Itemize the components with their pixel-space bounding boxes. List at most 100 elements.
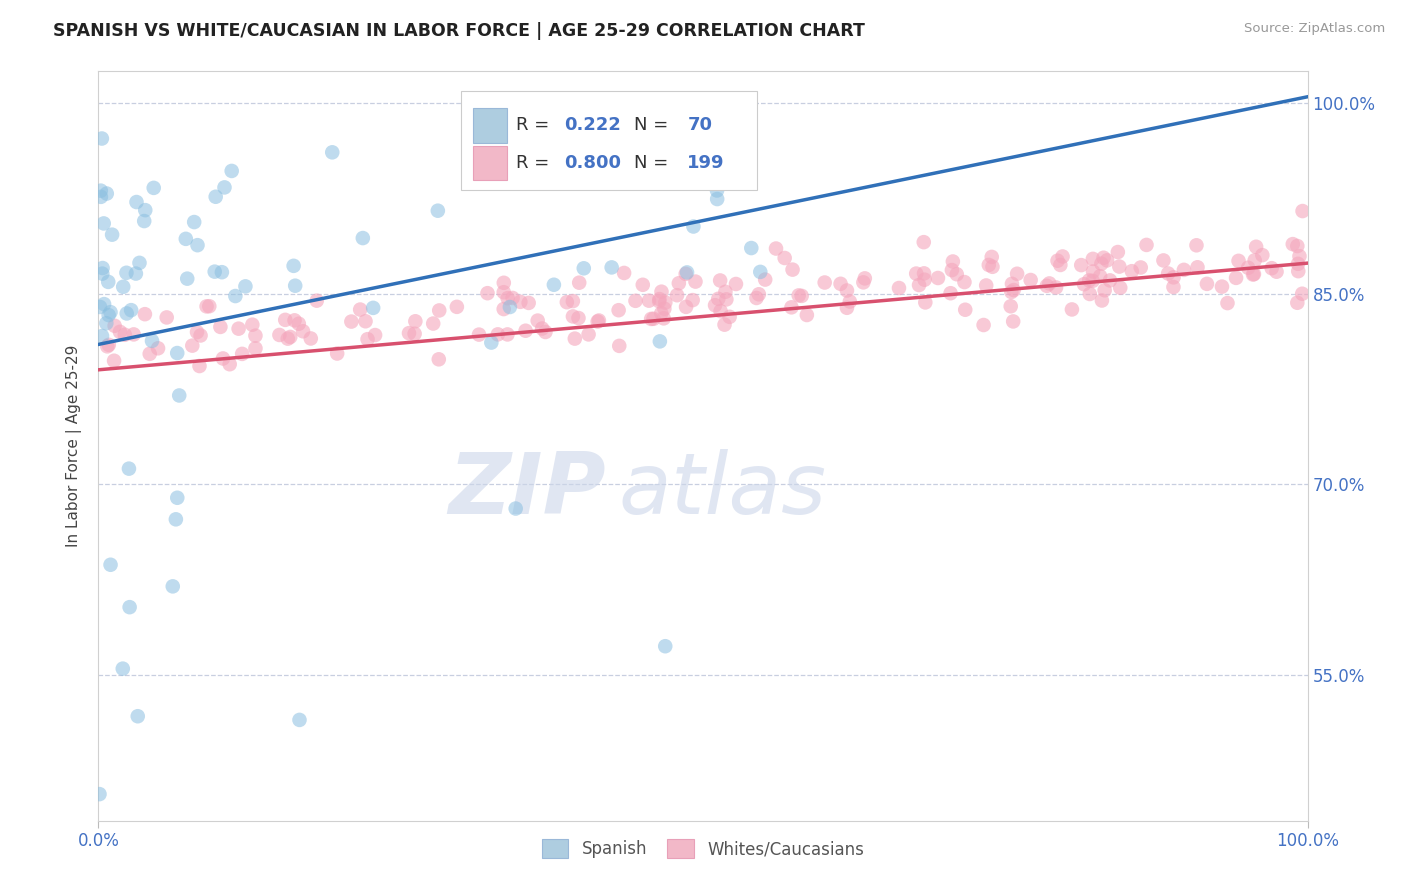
Point xyxy=(1286,239,1309,253)
Point xyxy=(118,600,141,615)
Point xyxy=(648,294,671,309)
Point xyxy=(115,266,138,280)
Point xyxy=(682,219,704,234)
Point xyxy=(1241,268,1264,282)
Point xyxy=(204,265,226,279)
Point xyxy=(914,295,936,310)
Point xyxy=(640,312,662,326)
Point xyxy=(567,311,589,326)
Point xyxy=(356,332,378,346)
Text: R =: R = xyxy=(516,153,554,172)
Point xyxy=(887,281,910,295)
Point xyxy=(1081,252,1104,266)
Point xyxy=(340,315,363,329)
Text: atlas: atlas xyxy=(619,450,827,533)
Point xyxy=(796,308,818,322)
Point xyxy=(814,276,837,290)
Point xyxy=(1002,314,1025,328)
Point xyxy=(118,461,141,475)
Point xyxy=(134,203,156,218)
Point xyxy=(292,324,315,338)
Point xyxy=(942,254,965,268)
Point xyxy=(231,347,253,361)
Point xyxy=(240,318,263,332)
Point xyxy=(91,267,114,281)
Point xyxy=(748,287,770,301)
Point xyxy=(142,181,165,195)
Point xyxy=(974,278,997,293)
Point xyxy=(1107,245,1129,260)
Point xyxy=(1060,302,1083,317)
Point xyxy=(97,308,120,322)
Point xyxy=(235,279,257,293)
Point xyxy=(278,330,301,344)
Point xyxy=(166,346,188,360)
Point xyxy=(104,318,127,333)
Text: 0.222: 0.222 xyxy=(564,116,621,135)
Point xyxy=(654,295,676,310)
Point xyxy=(675,300,697,314)
Point xyxy=(1265,265,1288,279)
Point xyxy=(555,295,578,310)
Point xyxy=(352,231,374,245)
Point xyxy=(108,325,131,339)
Text: 0.800: 0.800 xyxy=(564,153,621,172)
FancyBboxPatch shape xyxy=(474,108,508,143)
Point xyxy=(1291,286,1313,301)
Point xyxy=(588,313,610,327)
Point xyxy=(190,328,212,343)
Point xyxy=(228,321,250,335)
Point xyxy=(973,318,995,332)
Point xyxy=(349,302,371,317)
Point xyxy=(125,267,148,281)
Point xyxy=(1195,277,1218,291)
Point xyxy=(765,242,787,256)
Point xyxy=(101,227,124,242)
Point xyxy=(1052,250,1074,264)
Point xyxy=(305,293,328,308)
Point xyxy=(515,324,537,338)
Text: N =: N = xyxy=(634,153,673,172)
Point xyxy=(1038,277,1060,291)
Point xyxy=(652,311,675,326)
Text: SPANISH VS WHITE/CAUCASIAN IN LABOR FORCE | AGE 25-29 CORRELATION CHART: SPANISH VS WHITE/CAUCASIAN IN LABOR FORC… xyxy=(53,22,865,40)
Point xyxy=(1088,269,1111,284)
Point xyxy=(1157,267,1180,281)
Point xyxy=(188,359,211,373)
Point xyxy=(835,284,858,298)
Point xyxy=(1225,271,1247,285)
Point xyxy=(181,338,204,352)
Point xyxy=(505,501,527,516)
Point xyxy=(167,388,190,402)
Point xyxy=(1005,267,1028,281)
Point xyxy=(134,307,156,321)
Point xyxy=(1216,296,1239,310)
Point xyxy=(1129,260,1152,275)
Point xyxy=(710,304,733,318)
Point xyxy=(1045,280,1067,294)
Point xyxy=(782,262,804,277)
Point xyxy=(1243,253,1265,268)
Point xyxy=(114,327,136,342)
Point xyxy=(479,335,502,350)
Point xyxy=(128,256,150,270)
Point xyxy=(572,261,595,276)
Point xyxy=(543,277,565,292)
Point xyxy=(648,334,671,349)
Point xyxy=(912,266,935,280)
Point xyxy=(682,293,704,307)
Point xyxy=(195,299,218,313)
Point xyxy=(127,709,149,723)
Point xyxy=(90,131,112,145)
Point xyxy=(1173,263,1195,277)
Point xyxy=(745,291,768,305)
Point xyxy=(749,265,772,279)
Point xyxy=(852,276,875,290)
Point xyxy=(908,278,931,293)
Point xyxy=(1036,278,1059,293)
Point xyxy=(100,558,122,572)
Point xyxy=(561,310,583,324)
Point xyxy=(427,303,450,318)
Point xyxy=(654,301,676,316)
Point xyxy=(1251,248,1274,262)
